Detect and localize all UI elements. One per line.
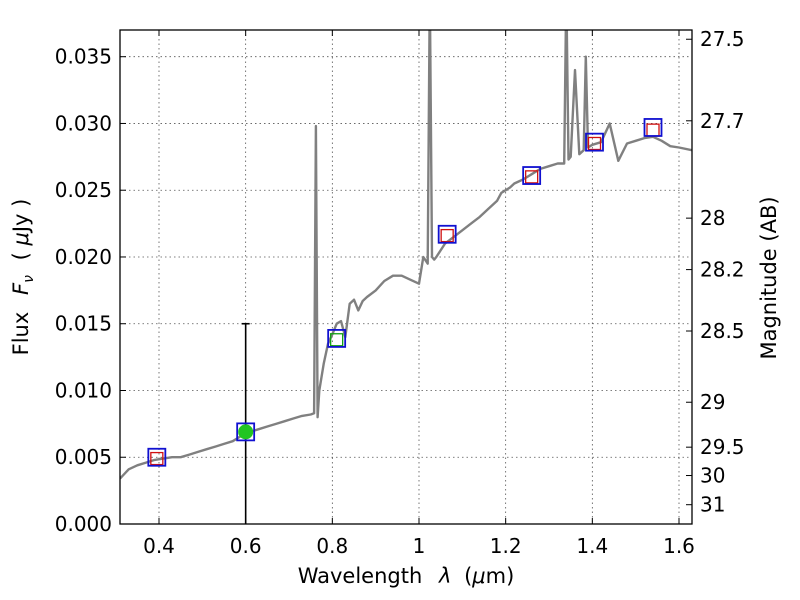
- y-axis-unit-rest: Jy ): [9, 199, 33, 235]
- observed-band-square: [585, 132, 604, 152]
- observed-band-square: [437, 224, 457, 244]
- photometry-markers: [147, 118, 663, 524]
- spectrum-line: [120, 30, 692, 480]
- y2-tick-label: 29.5: [700, 435, 745, 459]
- y2-tick-label: 27.5: [700, 27, 745, 51]
- y-tick-label: 0.030: [55, 111, 112, 135]
- y2-axis-label: Magnitude (AB): [757, 196, 781, 359]
- y-tick-label: 0.000: [55, 512, 112, 536]
- observed-band-square: [236, 422, 256, 442]
- axes-frame: [119, 29, 693, 525]
- x-axis-unit-greek: μ: [471, 564, 485, 588]
- y-axis-symbol: F: [9, 282, 33, 295]
- x-axis-unit-rest: m): [486, 564, 515, 588]
- observed-band-square: [147, 447, 167, 467]
- x-tick-label: 1.6: [663, 534, 695, 558]
- y2-tick-label: 28.5: [700, 319, 745, 343]
- x-tick-label: 0.6: [230, 534, 262, 558]
- model-photometry-square: [587, 136, 602, 151]
- y-tick-label: 0.015: [55, 312, 112, 336]
- x-axis-symbol: λ: [438, 564, 451, 588]
- y2-tick-label: 28: [700, 206, 725, 230]
- y-tick-label: 0.010: [55, 378, 112, 402]
- x-tick-label: 0.4: [143, 534, 175, 558]
- y-axis-label: Flux Fν ( μJy ): [9, 199, 38, 356]
- y-tick-label: 0.035: [55, 45, 112, 69]
- x-tick-label: 1.4: [576, 534, 608, 558]
- y2-tick-label: 29: [700, 390, 725, 414]
- model-photometry-square: [440, 228, 454, 243]
- x-tick-label: 0.8: [316, 534, 348, 558]
- model-photometry-square-green: [330, 333, 344, 347]
- y-axis-unit-greek: μ: [9, 232, 33, 246]
- y2-tick-label: 30: [700, 464, 725, 488]
- observed-band-square: [327, 329, 347, 348]
- model-photometry-square: [525, 170, 539, 184]
- observed-band-square: [643, 118, 663, 137]
- x-axis-title: Wavelength: [298, 564, 423, 588]
- x-tick-label: 1.2: [490, 534, 522, 558]
- x-axis-label: Wavelength λ (μm): [298, 564, 515, 588]
- x-axis-unit-open: (: [464, 564, 472, 588]
- y2-tick-label: 27.7: [700, 109, 745, 133]
- observed-band-square: [522, 166, 542, 185]
- x-tick-label: 1: [413, 534, 426, 558]
- plot-area: [120, 30, 692, 480]
- y-axis-symbol-sub: ν: [21, 275, 37, 283]
- y2-tick-label: 31: [700, 493, 725, 517]
- model-photometry-square: [150, 451, 164, 466]
- detection-point: [238, 424, 254, 440]
- y-tick-label: 0.005: [55, 445, 112, 469]
- y-tick-label: 0.020: [55, 245, 112, 269]
- y-tick-label: 0.025: [55, 178, 112, 202]
- y2-tick-label: 28.2: [700, 258, 745, 282]
- y-axis-title: Flux: [9, 312, 33, 356]
- y-axis-unit-open: (: [9, 252, 33, 260]
- ticks: 0.4 0.6 0.8 1 1.2 1.4 1.6 0.000 0.005 0.010 0.015 0…: [55, 27, 745, 558]
- model-photometry-square: [646, 123, 660, 137]
